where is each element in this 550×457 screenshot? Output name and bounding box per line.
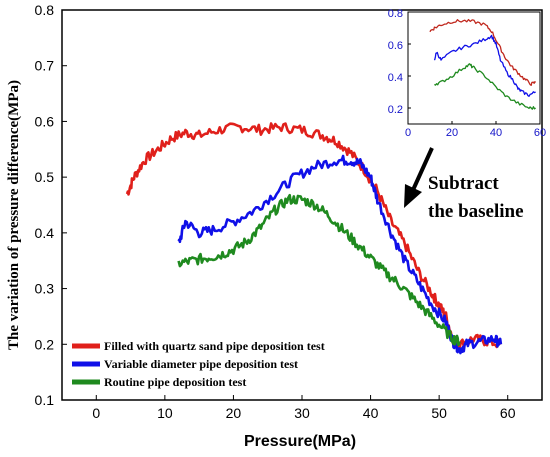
legend-label-variable: Variable diameter pipe deposition test xyxy=(104,357,298,371)
main-y-tick-label: 0.3 xyxy=(35,281,55,297)
main-series-group xyxy=(125,122,503,355)
legend-label-routine: Routine pipe deposition test xyxy=(104,375,246,389)
inset-x-tick-label: 0 xyxy=(405,127,411,139)
inset-x-tick-label: 40 xyxy=(490,127,502,139)
main-series-line-2 xyxy=(177,193,461,347)
main-x-tick-label: 20 xyxy=(226,405,242,421)
main-y-tick-label: 0.7 xyxy=(35,58,55,74)
main-series-line-1 xyxy=(177,154,503,355)
annotation-line-1: Subtract xyxy=(428,173,499,194)
inset-x-tick-label: 20 xyxy=(446,127,458,139)
main-x-tick-label: 30 xyxy=(294,405,310,421)
main-axis-ticks: 0 10 20 30 40 50 60 0.1 0.2 0.3 0.4 0.5 0.6 0.7 0.8 xyxy=(35,2,516,421)
inset-axis-ticks: 0 20 40 60 0.2 0.4 0.6 0.8 xyxy=(388,8,546,139)
inset-y-tick-label: 0.8 xyxy=(388,8,403,20)
inset-y-tick-label: 0.4 xyxy=(388,72,403,84)
main-y-tick-label: 0.1 xyxy=(35,392,55,408)
annotation-line-2: the baseline xyxy=(428,201,524,222)
annotation-arrow-shaft xyxy=(411,147,434,191)
y-axis-label: The variation of pressure difference(MPa… xyxy=(6,80,22,350)
inset-frame xyxy=(407,11,541,125)
x-axis-label: Pressure(MPa) xyxy=(244,433,356,450)
main-x-tick-label: 50 xyxy=(431,405,447,421)
main-x-tick-label: 40 xyxy=(363,405,379,421)
inset-series-line-0 xyxy=(429,18,537,86)
main-y-tick-label: 0.6 xyxy=(35,113,55,129)
inset-series-line-1 xyxy=(433,34,536,97)
legend: Filled with quartz sand pipe deposition … xyxy=(72,339,325,389)
main-x-tick-label: 60 xyxy=(500,405,516,421)
annotation-arrow-head xyxy=(404,184,422,208)
main-x-tick-label: 10 xyxy=(157,405,173,421)
inset-y-tick-label: 0.6 xyxy=(388,40,403,52)
legend-label-quartz: Filled with quartz sand pipe deposition … xyxy=(104,339,325,353)
main-y-tick-label: 0.2 xyxy=(35,336,55,352)
main-y-tick-label: 0.5 xyxy=(35,169,55,185)
inset-series-line-2 xyxy=(434,63,536,110)
inset-series-group xyxy=(429,18,537,110)
inset-x-tick-label: 60 xyxy=(534,127,546,139)
main-y-tick-label: 0.4 xyxy=(35,225,55,241)
main-y-tick-label: 0.8 xyxy=(35,2,55,18)
main-x-tick-label: 0 xyxy=(92,405,100,421)
inset-y-tick-label: 0.2 xyxy=(388,104,403,116)
